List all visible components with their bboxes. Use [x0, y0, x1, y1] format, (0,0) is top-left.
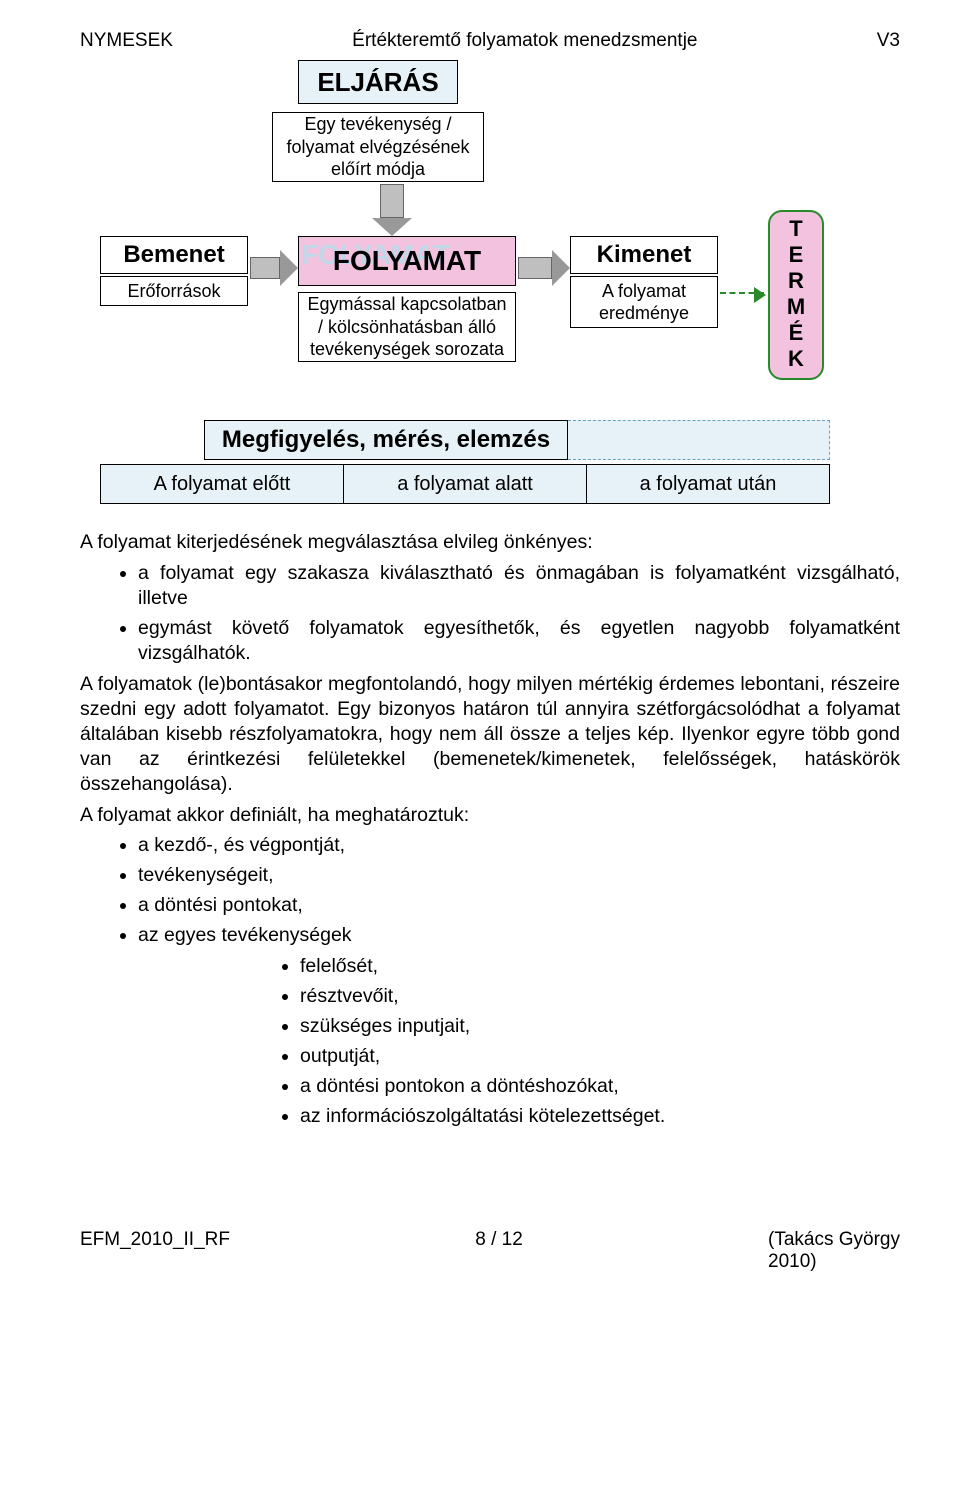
list-item: a folyamat egy szakasza kiválasztható és… — [138, 561, 900, 611]
monitoring-cell-before: A folyamat előtt — [100, 464, 344, 504]
list-item: a kezdő-, és végpontját, — [138, 833, 900, 858]
bullet-list-2: a kezdő-, és végpontját, tevékenységeit,… — [80, 833, 900, 948]
termek-letter: É — [789, 321, 804, 347]
kimenet-sub-box: A folyamat eredménye — [570, 276, 718, 328]
monitoring-row: A folyamat előtt a folyamat alatt a foly… — [100, 464, 830, 504]
arrow-folyamat-kimenet — [518, 250, 570, 286]
list-item: outputját, — [300, 1044, 900, 1069]
list-item: a döntési pontokat, — [138, 893, 900, 918]
footer-center: 8 / 12 — [475, 1229, 523, 1273]
footer-right: (Takács György 2010) — [768, 1229, 900, 1273]
list-item: az egyes tevékenységek — [138, 923, 900, 948]
termek-letter: M — [787, 295, 805, 321]
bemenet-title-box: Bemenet — [100, 236, 248, 274]
folyamat-title-box: FOLYAMAT FOLYAMAT — [298, 236, 516, 286]
eljaras-sub-box: Egy tevékenység / folyamat elvégzésének … — [272, 112, 484, 182]
bemenet-sub-box: Erőforrások — [100, 276, 248, 306]
bullet-list-1: a folyamat egy szakasza kiválasztható és… — [80, 561, 900, 666]
list-item: résztvevőit, — [300, 984, 900, 1009]
monitoring-cell-during: a folyamat alatt — [344, 464, 587, 504]
list-item: az információszolgáltatási kötelezettség… — [300, 1104, 900, 1129]
paragraph-intro: A folyamat kiterjedésének megválasztása … — [80, 530, 900, 555]
body-text: A folyamat kiterjedésének megválasztása … — [80, 530, 900, 1129]
monitoring-cell-after: a folyamat után — [587, 464, 830, 504]
arrow-kimenet-termek — [720, 292, 764, 294]
bullet-list-3: felelősét, résztvevőit, szükséges inputj… — [80, 954, 900, 1129]
arrow-bemenet-folyamat — [250, 250, 298, 286]
list-item: egymást követő folyamatok egyesíthetők, … — [138, 616, 900, 666]
page-header: NYMESEK Értékteremtő folyamatok menedzsm… — [80, 30, 900, 52]
header-left: NYMESEK — [80, 30, 173, 52]
folyamat-title-text: FOLYAMAT — [333, 245, 481, 277]
footer-right-1: (Takács György — [768, 1229, 900, 1250]
header-center: Értékteremtő folyamatok menedzsmentje — [352, 30, 697, 52]
list-item: szükséges inputjait, — [300, 1014, 900, 1039]
eljaras-title-box: ELJÁRÁS — [298, 60, 458, 104]
list-item: tevékenységeit, — [138, 863, 900, 888]
kimenet-title-box: Kimenet — [570, 236, 718, 274]
termek-letter: R — [788, 269, 804, 295]
list-item: a döntési pontokon a döntéshozókat, — [300, 1074, 900, 1099]
monitoring-title-box: Megfigyelés, mérés, elemzés — [204, 420, 568, 460]
paragraph-3: A folyamat akkor definiált, ha meghatáro… — [80, 803, 900, 828]
header-right: V3 — [877, 30, 900, 52]
page: NYMESEK Értékteremtő folyamatok menedzsm… — [0, 0, 960, 1313]
footer-right-2: 2010) — [768, 1251, 817, 1272]
termek-letter: E — [789, 243, 804, 269]
list-item: felelősét, — [300, 954, 900, 979]
footer-left: EFM_2010_II_RF — [80, 1229, 230, 1273]
termek-letter: T — [789, 217, 802, 243]
termek-letter: K — [788, 347, 804, 373]
folyamat-sub-box: Egymással kapcsolatban / kölcsönhatásban… — [298, 292, 516, 362]
page-footer: EFM_2010_II_RF 8 / 12 (Takács György 201… — [80, 1229, 900, 1273]
paragraph-2: A folyamatok (le)bontásakor megfontoland… — [80, 672, 900, 797]
termek-box: T E R M É K — [768, 210, 824, 380]
process-diagram: ELJÁRÁS Egy tevékenység / folyamat elvég… — [100, 60, 880, 520]
monitoring-title-extension — [568, 420, 830, 460]
